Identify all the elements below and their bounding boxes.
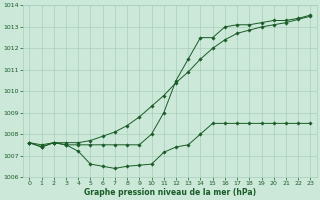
X-axis label: Graphe pression niveau de la mer (hPa): Graphe pression niveau de la mer (hPa) bbox=[84, 188, 256, 197]
